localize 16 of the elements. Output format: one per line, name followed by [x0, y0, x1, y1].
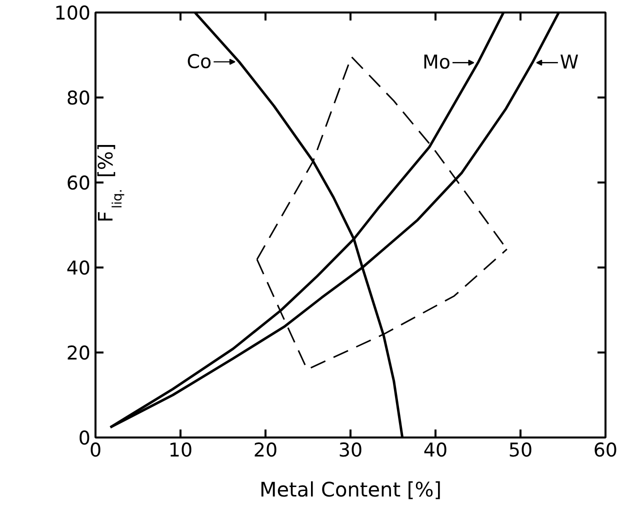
- x-tick-label: 10: [168, 440, 193, 462]
- x-tick-label: 40: [423, 440, 448, 462]
- x-tick-label: 30: [338, 440, 363, 462]
- y-axis-title: Fliq. [%]: [94, 143, 126, 222]
- x-tick-label: 50: [508, 440, 533, 462]
- y-tick-label: 80: [66, 88, 91, 110]
- legend-label: Mo: [422, 52, 451, 74]
- legend-label: Co: [186, 50, 212, 73]
- y-tick-label: 20: [66, 342, 91, 364]
- x-tick-label: 60: [593, 440, 617, 462]
- y-tick-label: 100: [54, 2, 90, 24]
- y-tick-label: 60: [66, 172, 91, 194]
- series-label: W: [560, 52, 579, 74]
- y-tick-label: 40: [66, 258, 91, 280]
- x-tick-label: 20: [253, 440, 278, 462]
- x-axis-title: Metal Content [%]: [259, 478, 442, 502]
